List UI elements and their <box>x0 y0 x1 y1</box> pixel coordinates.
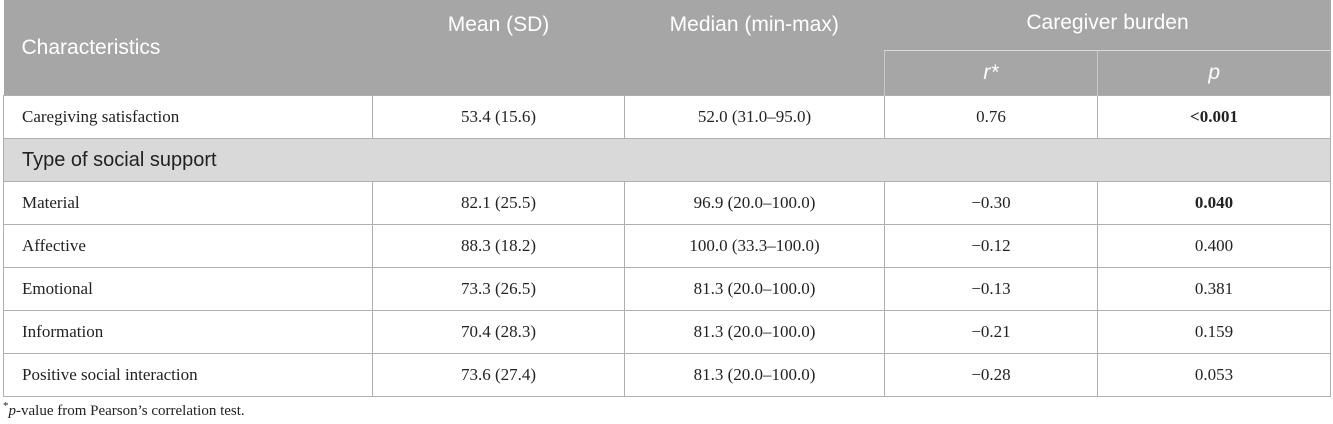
table-row: Affective 88.3 (18.2) 100.0 (33.3–100.0) −0… <box>3 224 1332 268</box>
footnote-p: p <box>8 403 17 419</box>
cell-p: 0.040 <box>1096 181 1332 225</box>
footnote: *p-value from Pearson’s correlation test… <box>3 400 245 420</box>
cell-median: 52.0 (31.0–95.0) <box>624 95 885 139</box>
cell-p: 0.381 <box>1096 267 1332 311</box>
cell-mean-sd: 53.4 (15.6) <box>372 95 625 139</box>
cell-median: 81.3 (20.0–100.0) <box>624 353 885 397</box>
cell-median: 81.3 (20.0–100.0) <box>624 267 885 311</box>
cell-r: −0.21 <box>884 310 1098 354</box>
row-label: Material <box>3 181 373 225</box>
cell-r: −0.28 <box>884 353 1098 397</box>
col-header-characteristics: Characteristics <box>3 0 373 96</box>
footnote-marker: * <box>3 400 9 412</box>
row-label: Positive social interaction <box>3 353 373 397</box>
cell-mean-sd: 73.3 (26.5) <box>372 267 625 311</box>
row-label: Emotional <box>3 267 373 311</box>
section-row: Type of social support <box>2 138 1332 182</box>
table-row: Caregiving satisfaction 53.4 (15.6) 52.0 (… <box>3 95 1332 139</box>
row-label: Information <box>3 310 373 354</box>
cell-mean-sd: 73.6 (27.4) <box>372 353 625 397</box>
cell-r: −0.13 <box>884 267 1098 311</box>
cell-p: 0.053 <box>1096 353 1332 397</box>
footnote-text: -value from Pearson’s correlation test. <box>16 403 245 419</box>
table-row: Information 70.4 (28.3) 81.3 (20.0–100.0) −… <box>3 310 1332 354</box>
table-row: Emotional 73.3 (26.5) 81.3 (20.0–100.0) −0.… <box>3 267 1332 311</box>
col-header-caregiver-burden: Caregiver burden <box>884 0 1331 51</box>
col-header-median: Median (min-max) <box>624 0 885 96</box>
cell-p: 0.159 <box>1096 310 1332 354</box>
cell-mean-sd: 88.3 (18.2) <box>372 224 625 268</box>
cell-p: 0.400 <box>1096 224 1332 268</box>
cell-median: 96.9 (20.0–100.0) <box>624 181 885 225</box>
cell-r: −0.12 <box>884 224 1098 268</box>
caregiver-burden-label: Caregiver burden <box>1026 11 1189 34</box>
table-row: Material 82.1 (25.5) 96.9 (20.0–100.0) −0.3… <box>3 181 1332 225</box>
cell-r: 0.76 <box>884 95 1098 139</box>
section-heading: Type of social support <box>2 138 1332 182</box>
col-header-mean-sd: Mean (SD) <box>372 0 625 96</box>
row-label: Affective <box>3 224 373 268</box>
row-label: Caregiving satisfaction <box>3 95 373 139</box>
cell-median: 100.0 (33.3–100.0) <box>624 224 885 268</box>
results-table: Characteristics Mean (SD) Median (min-ma… <box>2 0 1332 397</box>
cell-r: −0.30 <box>884 181 1098 225</box>
cell-p: <0.001 <box>1096 95 1332 139</box>
col-header-r: r* <box>884 50 1098 96</box>
cell-median: 81.3 (20.0–100.0) <box>624 310 885 354</box>
cell-mean-sd: 70.4 (28.3) <box>372 310 625 354</box>
col-header-p: p <box>1096 50 1331 96</box>
cell-mean-sd: 82.1 (25.5) <box>372 181 625 225</box>
table-row: Positive social interaction 73.6 (27.4) 81… <box>3 353 1332 397</box>
